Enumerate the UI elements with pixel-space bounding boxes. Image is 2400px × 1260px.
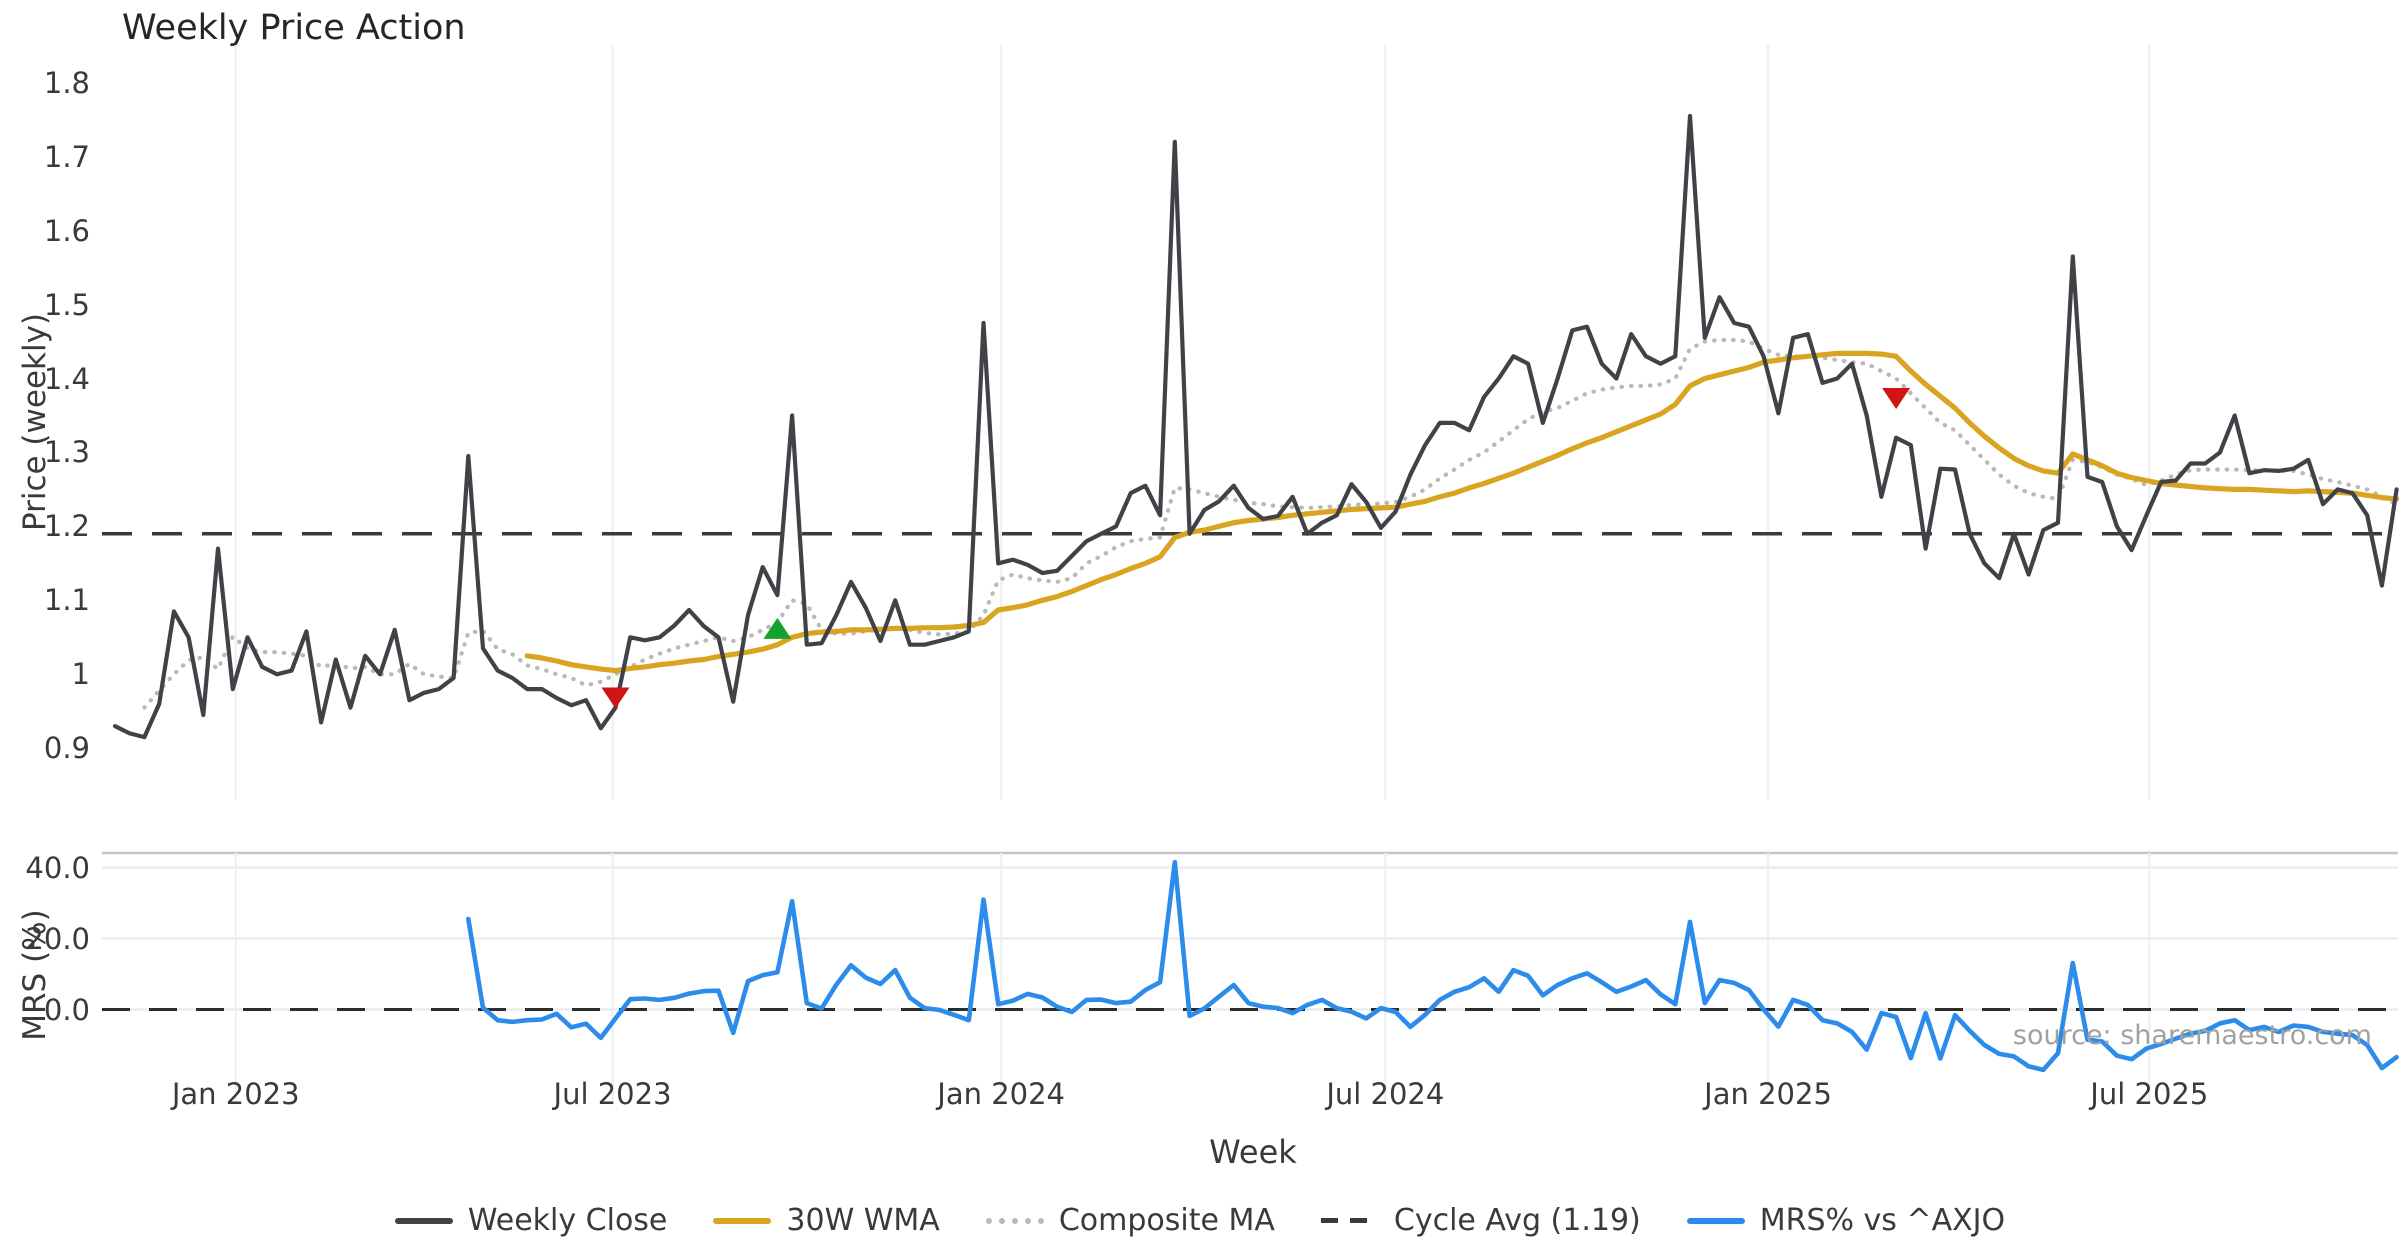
legend-label: 30W WMA (786, 1203, 940, 1238)
composite-ma-line (142, 337, 2399, 710)
legend-label: Composite MA (1058, 1203, 1275, 1238)
x-axis-label: Week (1209, 1133, 1297, 1171)
wma-line (524, 350, 2400, 674)
price-ytick-label: 1.4 (43, 361, 90, 396)
price-ytick-label: 1.7 (43, 139, 90, 174)
price-ytick-label: 1 (71, 657, 90, 692)
sell-marker-icon (1882, 387, 1911, 409)
x-tick-label: Jul 2025 (2090, 1077, 2209, 1111)
mrs-ytick-label: 40.0 (25, 850, 90, 885)
mrs-line-swatch-icon (1686, 1217, 1745, 1224)
price-ytick-label: 1.6 (43, 213, 90, 248)
chart-title: Weekly Price Action (122, 8, 466, 48)
mrs-ytick-label: 20.0 (25, 921, 90, 956)
legend-label: Cycle Avg (1.19) (1393, 1203, 1641, 1238)
sell-marker-icon (601, 687, 630, 709)
price-ytick-label: 1.1 (43, 583, 90, 618)
chart-legend: Weekly Close 30W WMA Composite MA Cycle … (0, 1203, 2400, 1238)
x-tick-label: Jan 2025 (1704, 1077, 1832, 1111)
legend-label: MRS% vs ^AXJO (1759, 1203, 2006, 1238)
price-ytick-label: 1.3 (43, 435, 90, 470)
mrs-ytick-label: 0.0 (43, 992, 90, 1027)
legend-label: Weekly Close (467, 1203, 668, 1238)
price-ytick-label: 0.9 (43, 731, 90, 766)
price-ytick-label: 1.2 (43, 509, 90, 544)
legend-item-cycle-avg: Cycle Avg (1.19) (1320, 1203, 1641, 1238)
x-tick-label: Jan 2023 (171, 1077, 300, 1111)
x-tick-label: Jul 2024 (1326, 1077, 1445, 1111)
buy-marker-icon (763, 617, 792, 639)
cycle-avg-dashed-swatch-icon (1320, 1218, 1379, 1223)
x-tick-label: Jul 2023 (553, 1077, 672, 1111)
composite-dotted-swatch-icon (985, 1217, 1044, 1224)
mrs-line (466, 859, 2399, 1073)
wma-line-swatch-icon (713, 1217, 772, 1224)
price-ytick-label: 1.8 (43, 65, 90, 100)
legend-item-weekly-close: Weekly Close (394, 1203, 668, 1238)
price-ytick-label: 1.5 (43, 287, 90, 322)
source-note: source: sharemaestro.com (2012, 1020, 2372, 1051)
legend-item-composite: Composite MA (985, 1203, 1275, 1238)
x-tick-label: Jan 2024 (937, 1077, 1065, 1111)
legend-item-mrs: MRS% vs ^AXJO (1686, 1203, 2006, 1238)
legend-item-wma: 30W WMA (713, 1203, 940, 1238)
weekly-close-line-swatch-icon (394, 1217, 453, 1224)
weekly-close-line (112, 113, 2399, 740)
